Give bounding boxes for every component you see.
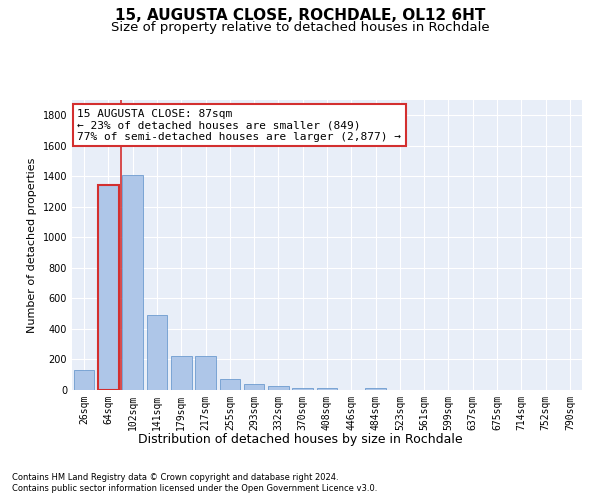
Bar [122,175,143,390]
Text: 15, AUGUSTA CLOSE, ROCHDALE, OL12 6HT: 15, AUGUSTA CLOSE, ROCHDALE, OL12 6HT [115,8,485,22]
Bar [146,315,167,390]
Bar [244,384,265,390]
Text: Size of property relative to detached houses in Rochdale: Size of property relative to detached ho… [110,21,490,34]
Y-axis label: Number of detached properties: Number of detached properties [27,158,37,332]
Text: Distribution of detached houses by size in Rochdale: Distribution of detached houses by size … [137,432,463,446]
Text: 15 AUGUSTA CLOSE: 87sqm
← 23% of detached houses are smaller (849)
77% of semi-d: 15 AUGUSTA CLOSE: 87sqm ← 23% of detache… [77,108,401,142]
Bar [268,386,289,390]
Bar [317,388,337,390]
Bar [220,380,240,390]
Bar [195,356,216,390]
Bar [74,370,94,390]
Text: Contains HM Land Registry data © Crown copyright and database right 2024.: Contains HM Land Registry data © Crown c… [12,472,338,482]
Bar [292,388,313,390]
Bar [365,388,386,390]
Bar [98,186,119,390]
Bar [98,186,119,390]
Text: Contains public sector information licensed under the Open Government Licence v3: Contains public sector information licen… [12,484,377,493]
Bar [171,356,191,390]
